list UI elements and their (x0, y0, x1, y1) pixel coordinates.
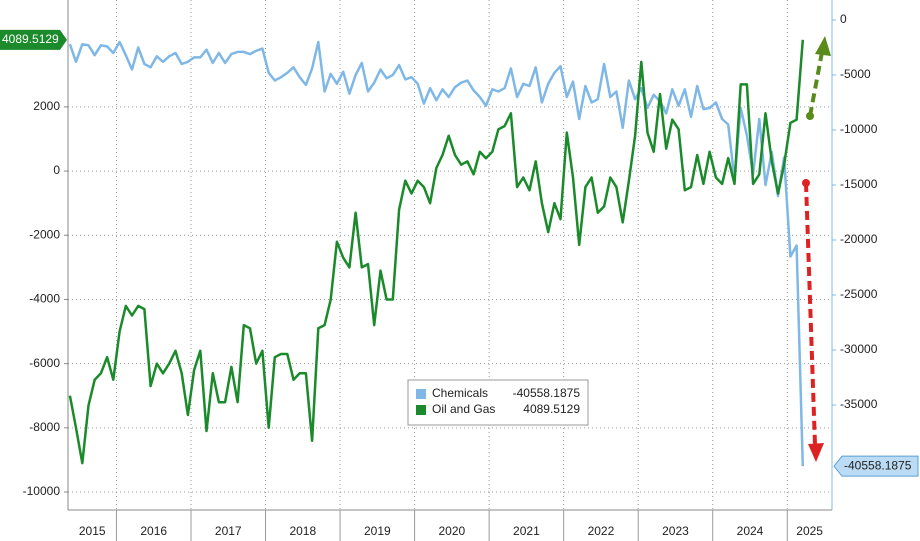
legend-label: Oil and Gas (432, 402, 495, 416)
y2-tick-label: 0 (840, 12, 847, 26)
x-tick-label: 2019 (364, 524, 391, 538)
y-tick-label: -10000 (23, 484, 61, 498)
y2-tick-label: -30000 (840, 342, 878, 356)
arrow-shaft (808, 51, 824, 117)
legend-label: Chemicals (432, 386, 488, 400)
y2-tick-label: -5000 (840, 67, 871, 81)
series-line (68, 39, 805, 465)
last-value-label: -40558.1875 (844, 458, 912, 472)
series-line (68, 40, 805, 467)
x-tick-label: 2018 (289, 524, 316, 538)
y2-tick-label: -15000 (840, 177, 878, 191)
x-tick-label: 2025 (796, 524, 823, 538)
plot (68, 39, 805, 467)
y-tick-label: -4000 (29, 292, 60, 306)
y2-tick-label: -20000 (840, 232, 878, 246)
y2-tick-label: -35000 (840, 397, 878, 411)
x-tick-label: 2021 (513, 524, 540, 538)
overlay: 2000 0 -2000 -4000 -6000 -8000 -10000 0 -5000 -10… (0, 12, 919, 541)
legend-box (407, 379, 589, 426)
arrow-shaft (804, 182, 817, 446)
legend-value: -40558.1875 (513, 386, 581, 400)
arrow-up (806, 36, 831, 120)
y2-tick-label: -25000 (840, 287, 878, 301)
x-tick-label: 2024 (737, 524, 764, 538)
x-tick-label: 2017 (215, 524, 242, 538)
y-tick-label: 2000 (33, 99, 60, 113)
x-tick-label: 2022 (588, 524, 615, 538)
legend: Chemicals -40558.1875 Oil and Gas 4089.5129 (407, 379, 589, 426)
x-tick-label: 2023 (662, 524, 689, 538)
last-value-badge (0, 29, 67, 50)
legend-swatch (416, 389, 426, 399)
x-tick-label: 2020 (439, 524, 466, 538)
y-tick-label: 0 (53, 163, 60, 177)
arrow-head (815, 36, 831, 56)
arrow-tail (806, 112, 814, 120)
y-tick-label: -8000 (29, 420, 60, 434)
x-tick-label: 2015 (79, 524, 106, 538)
y-tick-label: -2000 (29, 227, 60, 241)
y-tick-label: -6000 (29, 356, 60, 370)
x-tick-label: 2016 (140, 524, 167, 538)
legend-swatch (416, 405, 426, 415)
arrow-down (802, 179, 824, 462)
arrow-tail (802, 179, 810, 187)
arrow-head (808, 443, 824, 462)
legend-value: 4089.5129 (523, 402, 580, 416)
y2-tick-label: -10000 (840, 122, 878, 136)
last-value-label: 4089.5129 (2, 32, 59, 46)
last-value-badge (833, 455, 919, 477)
